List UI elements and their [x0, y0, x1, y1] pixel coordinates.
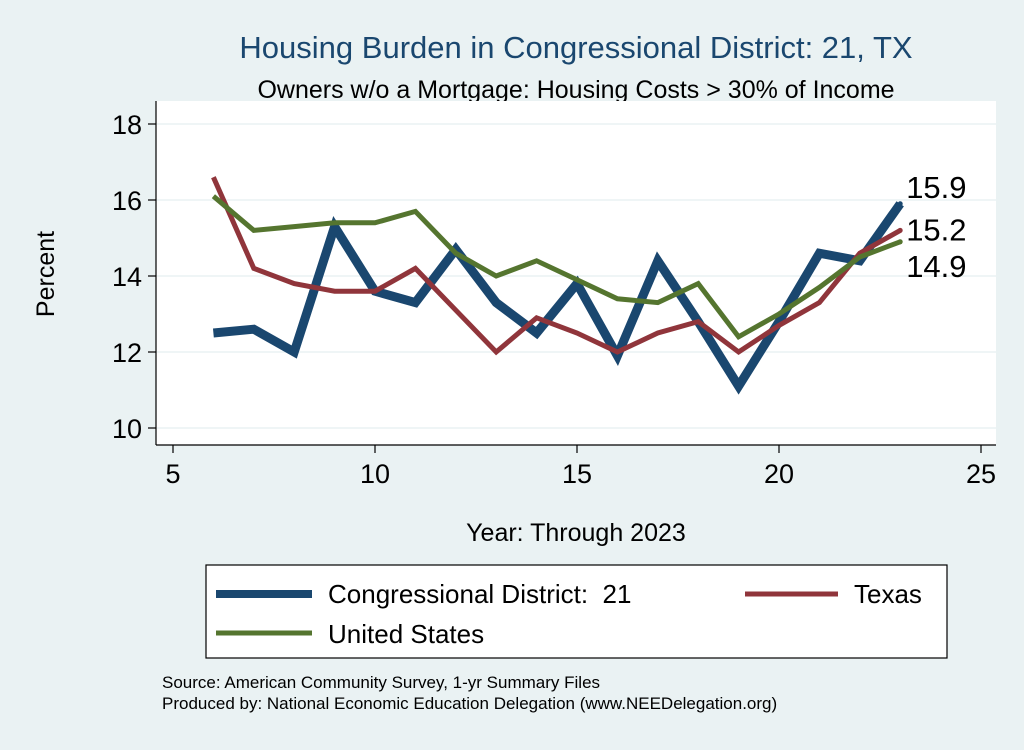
legend-label-district: Congressional District: 21: [328, 579, 631, 609]
y-tick-label-12: 12: [112, 338, 142, 368]
end-labels: 15.9 15.214.9: [906, 170, 966, 284]
series-line-us: [211, 194, 902, 341]
legend: Congressional District: 21 Texas United …: [216, 579, 922, 649]
legend-box: [205, 564, 948, 659]
legend-label-texas: Texas: [854, 579, 922, 609]
chart-subtitle: Owners w/o a Mortgage: Housing Costs > 3…: [257, 76, 894, 104]
series-line-texas: [211, 176, 902, 356]
x-tick-label-20: 20: [764, 459, 794, 489]
end-label-texas: 15.2: [906, 212, 966, 247]
series-end-point-us: [897, 239, 903, 245]
y-tick-label-16: 16: [112, 186, 142, 216]
end-label-us: 14.9: [906, 249, 966, 284]
y-tick-label-18: 18: [112, 110, 142, 140]
x-tick-label-10: 10: [360, 459, 390, 489]
axes: 10 12 14 16 18 5 10 15 20 25: [112, 101, 996, 489]
chart-title: Housing Burden in Congressional District…: [239, 30, 912, 65]
series-end-point-texas: [897, 227, 903, 233]
end-label-district: 15.9: [906, 170, 966, 205]
x-tick-label-15: 15: [562, 459, 592, 489]
y-tick-label-14: 14: [112, 262, 142, 292]
x-tick-label-25: 25: [966, 459, 996, 489]
plot-area: [156, 101, 996, 445]
producer-note: Produced by: National Economic Education…: [162, 694, 777, 713]
x-tick-label-5: 5: [165, 459, 180, 489]
series-lines: [211, 176, 904, 395]
series-end-point-district: [897, 201, 903, 207]
y-axis-label: Percent: [32, 231, 60, 317]
source-note: Source: American Community Survey, 1-yr …: [162, 673, 600, 692]
x-axis-label: Year: Through 2023: [466, 519, 686, 547]
legend-label-us: United States: [328, 619, 484, 649]
y-tick-label-10: 10: [112, 414, 142, 444]
